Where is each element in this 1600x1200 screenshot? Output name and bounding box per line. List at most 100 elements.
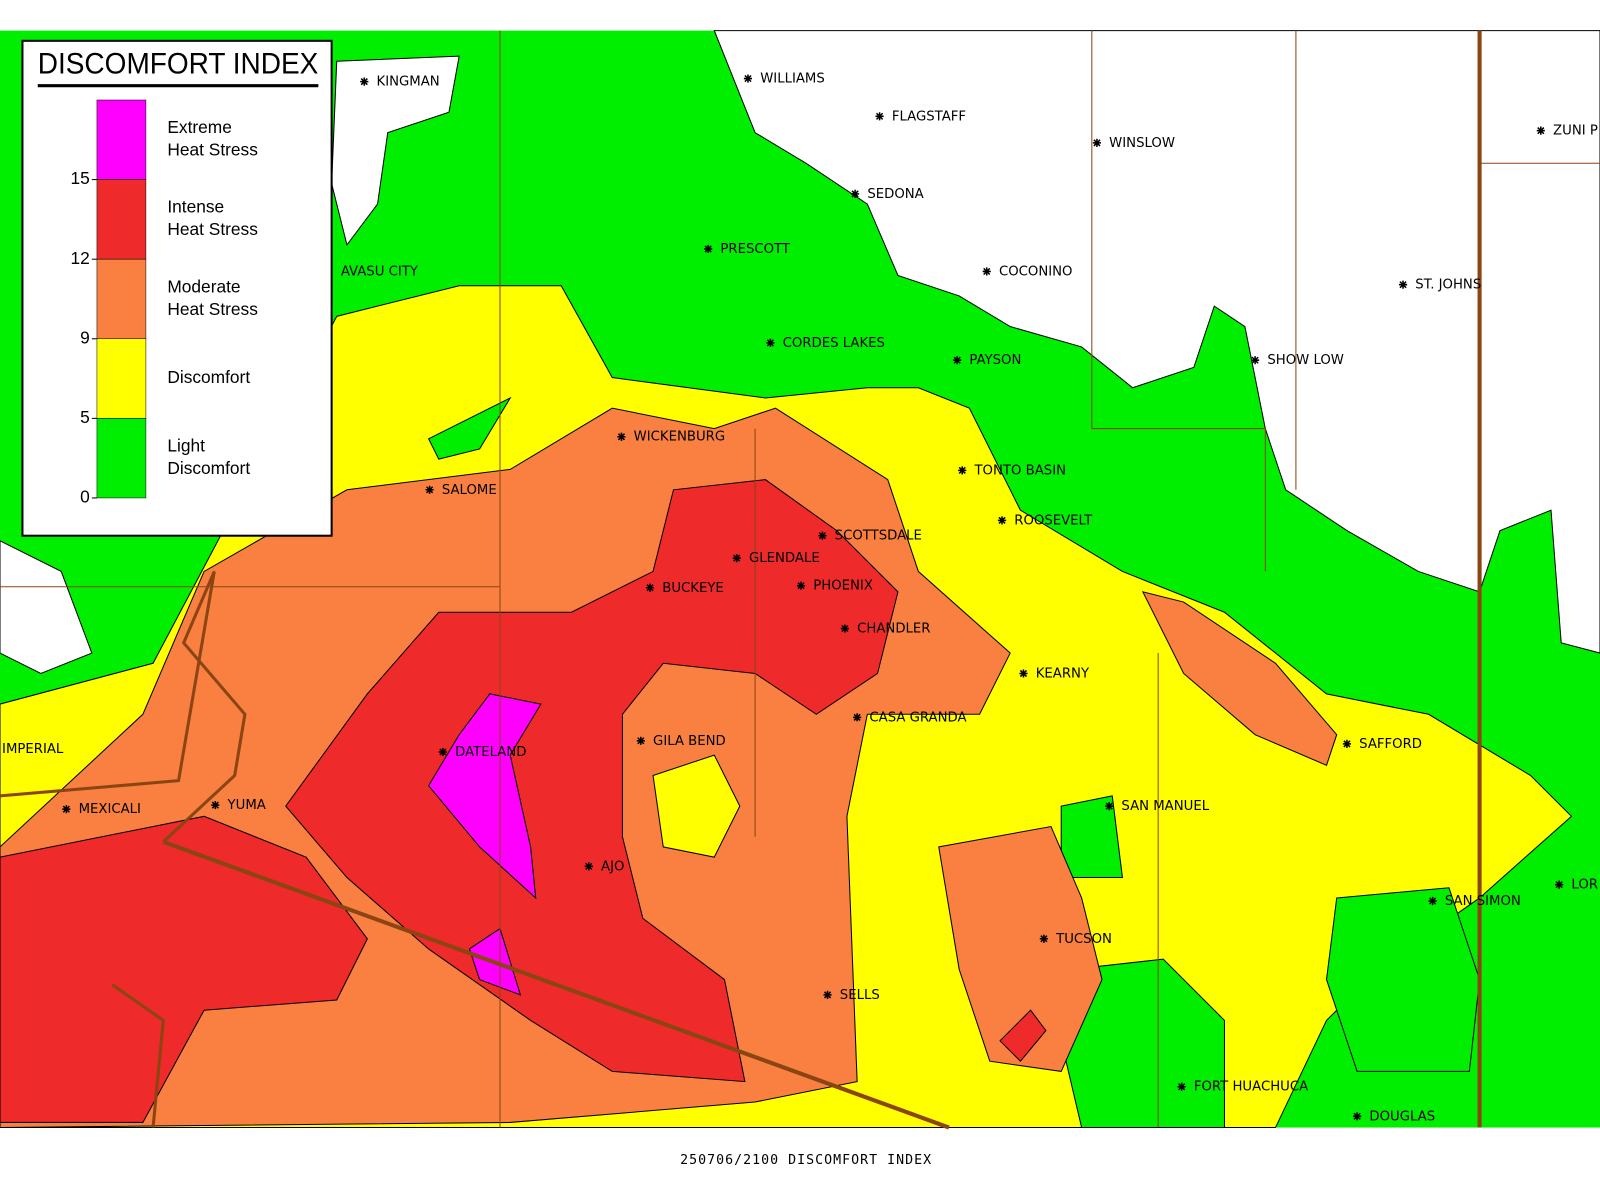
city-marker <box>823 990 832 999</box>
legend-swatch <box>96 418 147 499</box>
legend-label: Intense <box>167 197 224 217</box>
city-label: SELLS <box>840 988 880 1003</box>
legend-label: Extreme <box>167 117 232 137</box>
no-data-zone <box>713 30 1600 654</box>
city-label: ST. JOHNS <box>1415 278 1481 293</box>
legend-swatch <box>96 99 147 180</box>
no-data-zone <box>0 540 93 675</box>
city-label: MEXICALI <box>79 802 141 817</box>
city-label: CORDES LAKES <box>783 336 885 351</box>
legend-title: DISCOMFORT INDEX <box>38 47 319 80</box>
legend-label: Heat Stress <box>167 299 258 319</box>
city-marker <box>617 432 626 441</box>
city-label: IMPERIAL <box>2 742 64 757</box>
city-marker <box>1177 1082 1186 1091</box>
city-marker <box>1536 126 1545 135</box>
legend-box <box>21 39 333 537</box>
city-label: GLENDALE <box>749 551 820 566</box>
city-marker <box>875 112 884 121</box>
city-marker <box>1342 739 1352 748</box>
city-label: SAN SIMON <box>1445 894 1521 909</box>
orange-zone <box>938 825 1103 1072</box>
city-label: DOUGLAS <box>1369 1109 1435 1124</box>
city-label: KINGMAN <box>377 75 440 90</box>
borders <box>0 30 1600 1130</box>
city-marker <box>1353 1112 1362 1121</box>
city-marker <box>851 189 860 198</box>
no-data-zone <box>331 55 460 247</box>
city-marker <box>645 583 655 592</box>
city-marker <box>636 736 645 745</box>
city-marker <box>1105 802 1114 811</box>
city-labels: KINGMAN WILLIAMS FLAGSTAFF WINSLOW ZUNI P SED… <box>2 72 1598 1125</box>
city-label: SEDONA <box>867 187 923 202</box>
city-marker <box>1555 880 1564 889</box>
city-marker <box>438 747 447 757</box>
city-label: FORT HUACHUCA <box>1194 1080 1308 1095</box>
city-label: PHOENIX <box>813 579 873 594</box>
city-marker <box>1398 280 1408 289</box>
city-label: SCOTTSDALE <box>835 529 922 544</box>
city-label: PRESCOTT <box>720 242 791 257</box>
city-label: LOR <box>1571 878 1598 893</box>
city-label: AVASU CITY <box>341 264 419 279</box>
city-marker <box>1251 356 1260 365</box>
city-marker <box>958 466 967 475</box>
city-marker <box>818 531 827 540</box>
legend-label: Heat Stress <box>167 140 258 160</box>
legend-label: Light <box>167 436 205 456</box>
city-label: DATELAND <box>455 745 526 760</box>
city-label: AJO <box>601 859 624 874</box>
city-label: WICKENBURG <box>634 430 726 445</box>
city-marker <box>853 713 862 722</box>
city-label: TONTO BASIN <box>973 463 1066 478</box>
city-label: YUMA <box>227 798 266 813</box>
city-label: ZUNI P <box>1553 124 1598 139</box>
city-marker <box>1092 138 1102 147</box>
magenta-zone <box>427 693 542 900</box>
legend-swatch <box>96 179 147 260</box>
city-marker <box>360 77 369 86</box>
city-marker <box>584 862 593 871</box>
green-zone <box>1325 887 1481 1072</box>
city-label: COCONINO <box>999 264 1073 279</box>
city-marker <box>997 516 1007 525</box>
orange-zone <box>1141 591 1338 766</box>
city-label: GILA BEND <box>653 734 726 749</box>
city-marker <box>704 244 713 254</box>
city-marker <box>1039 934 1048 943</box>
city-marker <box>743 74 753 83</box>
city-marker <box>1019 669 1028 678</box>
legend-label: Discomfort <box>167 367 250 387</box>
legend-tick-label: 5 <box>80 407 90 427</box>
legend-label: Discomfort <box>167 458 250 478</box>
legend-label: Heat Stress <box>167 219 258 239</box>
city-label: SAN MANUEL <box>1121 799 1209 814</box>
city-marker <box>953 356 962 365</box>
legend-tick-label: 9 <box>80 327 90 347</box>
red-zone <box>999 1009 1047 1062</box>
city-label: SALOME <box>442 483 497 498</box>
city-marker <box>796 581 806 590</box>
city-marker <box>425 485 434 494</box>
city-label: CASA GRANDA <box>869 710 966 725</box>
legend-tick-label: 0 <box>80 487 90 507</box>
city-marker <box>766 338 775 347</box>
city-label: WINSLOW <box>1109 136 1175 151</box>
green-zone <box>427 396 512 460</box>
city-label: WILLIAMS <box>760 72 825 87</box>
legend-tick-label: 12 <box>71 248 90 268</box>
city-marker <box>732 554 741 563</box>
city-label: KEARNY <box>1036 666 1090 681</box>
city-marker <box>840 624 849 633</box>
city-marker <box>211 801 220 810</box>
legend-swatch <box>96 258 147 340</box>
footer-caption: 250706/2100 DISCOMFORT INDEX <box>680 1153 932 1168</box>
legend-swatch <box>96 338 147 419</box>
city-label: BUCKEYE <box>662 581 724 596</box>
city-marker <box>982 267 991 276</box>
city-label: ROOSEVELT <box>1014 513 1093 528</box>
